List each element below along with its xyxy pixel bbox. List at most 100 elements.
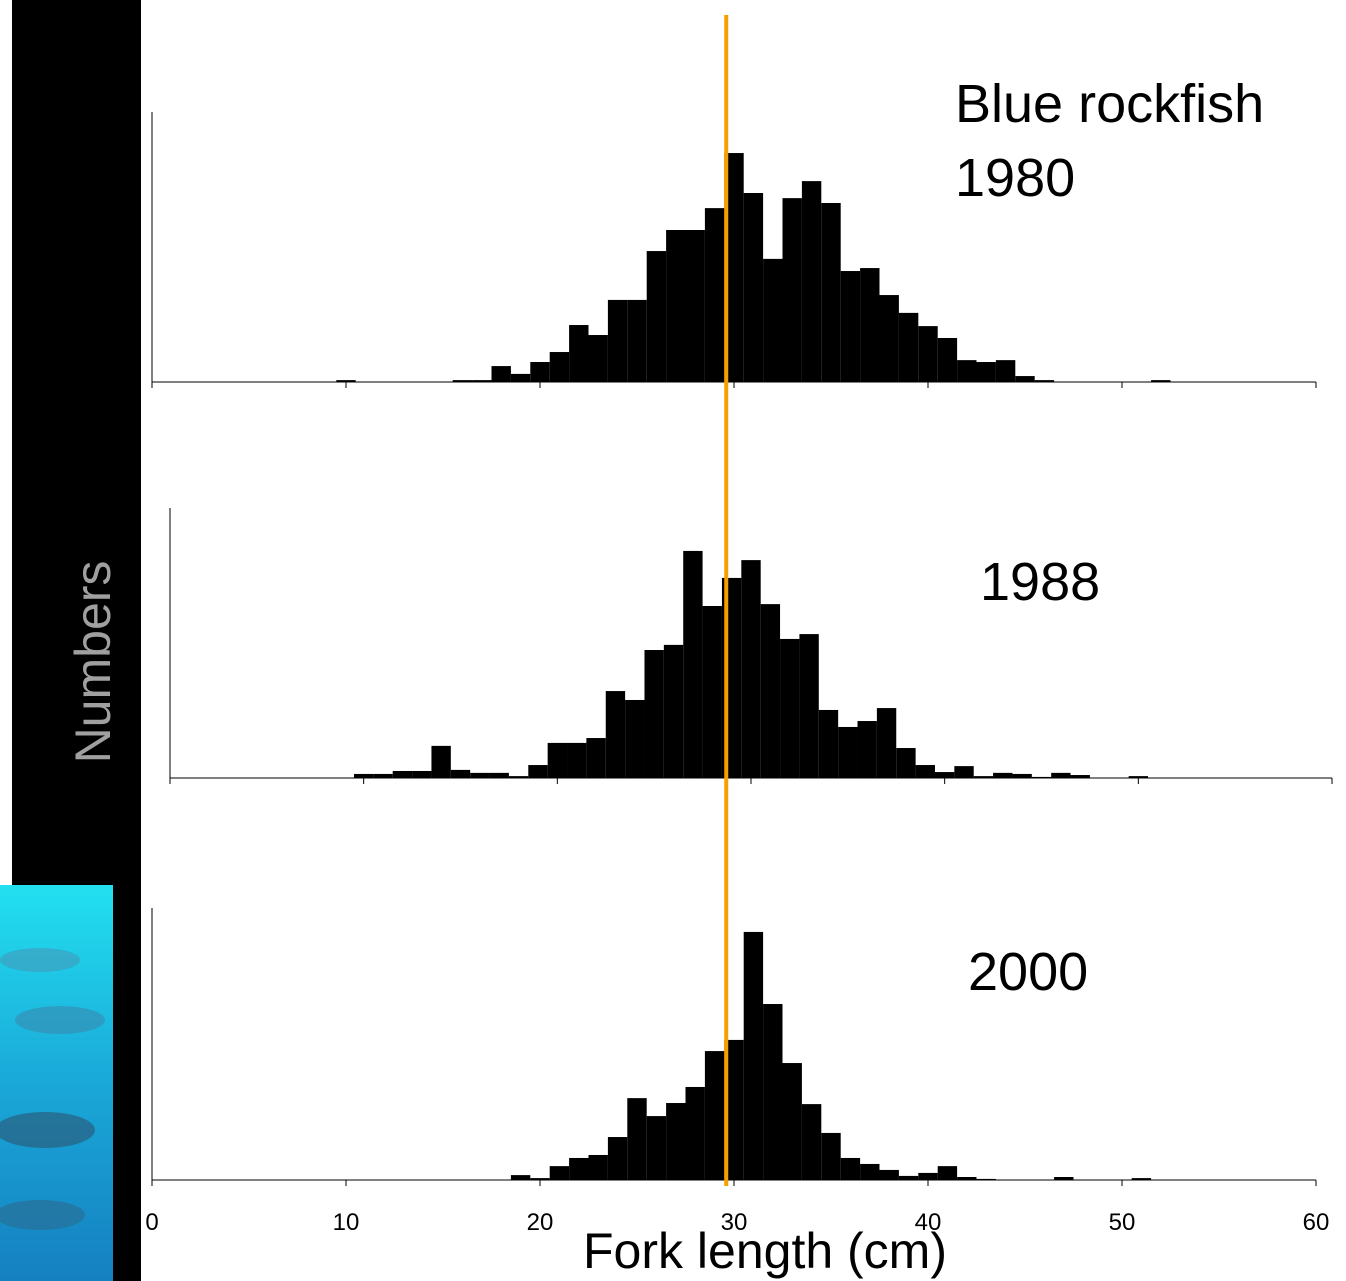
bar xyxy=(763,1004,783,1180)
bar xyxy=(1051,772,1071,778)
bar xyxy=(452,380,473,382)
bar xyxy=(876,708,897,778)
bar xyxy=(704,208,725,382)
fish-photo xyxy=(0,885,113,1281)
bar xyxy=(918,326,938,382)
bar xyxy=(646,1116,667,1180)
bar xyxy=(666,229,686,382)
bar xyxy=(934,772,955,778)
bar xyxy=(567,742,587,778)
bar xyxy=(857,721,877,778)
bar xyxy=(588,1154,608,1180)
bar xyxy=(605,691,626,778)
x-tick-label: 50 xyxy=(1109,1209,1136,1236)
bar xyxy=(353,773,374,778)
bar xyxy=(763,258,783,382)
bar xyxy=(821,202,841,382)
bar xyxy=(683,550,703,778)
bar xyxy=(976,362,996,382)
bar xyxy=(838,726,858,778)
bar xyxy=(528,765,548,778)
bar xyxy=(702,606,722,778)
bar xyxy=(549,1166,570,1180)
chart-title: Blue rockfish xyxy=(955,74,1264,134)
bar xyxy=(373,773,393,778)
bar xyxy=(741,560,761,778)
bar xyxy=(644,650,664,778)
bar xyxy=(743,931,764,1180)
x-tick-label: 60 xyxy=(1303,1209,1330,1236)
bar xyxy=(392,770,413,778)
bar xyxy=(1012,773,1032,778)
bar xyxy=(724,153,744,382)
bar xyxy=(821,1132,841,1180)
bar xyxy=(840,1157,861,1180)
bar xyxy=(976,1178,996,1180)
bar xyxy=(685,229,705,382)
bar xyxy=(954,766,974,778)
bar xyxy=(431,745,451,778)
bar xyxy=(937,337,958,382)
bar xyxy=(508,776,529,778)
bar xyxy=(860,268,880,382)
chart-title: 2000 xyxy=(968,942,1088,1002)
x-tick-label: 0 xyxy=(145,1209,158,1236)
bar xyxy=(860,1163,880,1180)
bar xyxy=(1034,380,1055,382)
bar xyxy=(780,638,800,778)
chart-subtitle: 1980 xyxy=(955,148,1075,208)
bar xyxy=(818,709,839,778)
bar xyxy=(898,1175,919,1180)
bar xyxy=(993,772,1013,778)
bar xyxy=(491,366,511,382)
bar xyxy=(801,181,822,382)
bar xyxy=(782,198,802,382)
bar xyxy=(896,748,916,778)
bar xyxy=(530,1178,550,1180)
bar xyxy=(782,1063,802,1180)
x-axis-label: Fork length (cm) xyxy=(583,1223,947,1279)
bar xyxy=(760,604,781,778)
bar xyxy=(801,1104,822,1180)
bar xyxy=(685,1086,705,1180)
bar xyxy=(547,742,568,778)
bar xyxy=(627,1098,647,1180)
bar xyxy=(663,644,684,778)
x-tick-label: 30 xyxy=(721,1209,748,1236)
y-axis-label: Numbers xyxy=(65,561,121,764)
bar xyxy=(1128,776,1149,778)
bar xyxy=(879,295,899,382)
bar xyxy=(627,299,647,382)
bar xyxy=(957,360,977,382)
bar xyxy=(489,772,509,778)
bar xyxy=(915,765,935,778)
bar xyxy=(510,373,531,382)
bar xyxy=(918,1172,938,1180)
bar xyxy=(666,1103,686,1180)
bar xyxy=(510,1175,531,1180)
x-tick-label: 20 xyxy=(527,1209,554,1236)
bar xyxy=(995,360,1016,382)
bar xyxy=(1151,380,1171,382)
bar xyxy=(840,271,861,382)
bar xyxy=(1131,1178,1152,1180)
bar xyxy=(607,299,628,382)
bar xyxy=(646,251,667,382)
bar xyxy=(1031,776,1052,778)
bar xyxy=(470,772,490,778)
bar xyxy=(530,362,550,382)
bar xyxy=(625,699,645,778)
bar xyxy=(1054,1177,1074,1180)
bar xyxy=(569,325,589,382)
bar xyxy=(1070,775,1090,778)
bar xyxy=(724,1039,744,1180)
bar xyxy=(879,1169,899,1180)
x-tick-label: 10 xyxy=(333,1209,360,1236)
bar xyxy=(973,776,994,778)
bar xyxy=(586,738,606,778)
bar xyxy=(898,312,919,382)
bar xyxy=(450,769,471,778)
chart-title: 1988 xyxy=(980,552,1100,612)
